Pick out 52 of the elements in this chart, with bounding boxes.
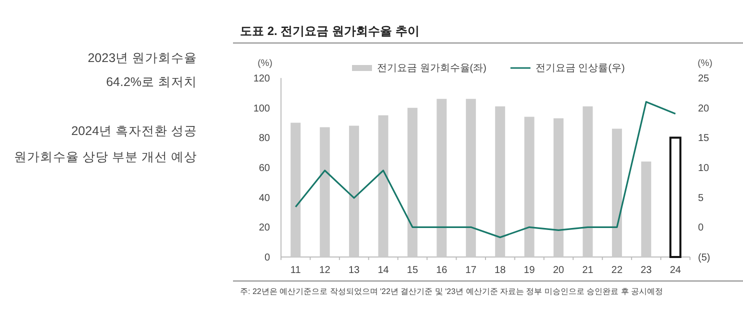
y-tick-label: 100 xyxy=(253,103,270,114)
y2-tick-label: 5 xyxy=(698,192,704,204)
bar xyxy=(641,162,652,257)
y2-tick-label: 15 xyxy=(698,133,710,144)
y-tick-label: 20 xyxy=(258,222,270,234)
text: 2024년 흑자전환 성공 xyxy=(71,124,197,138)
x-tick-label: 18 xyxy=(494,265,506,276)
x-tick-label: 22 xyxy=(611,265,623,276)
bar xyxy=(290,122,301,257)
bar xyxy=(407,108,418,257)
x-tick-label: 17 xyxy=(465,265,477,276)
bar xyxy=(466,98,476,257)
x-tick-label: 20 xyxy=(552,265,565,276)
y-tick-label: 120 xyxy=(253,74,270,84)
x-tick-label: 24 xyxy=(670,265,682,276)
x-tick-label: 23 xyxy=(640,265,652,276)
y-axis-title: (%) xyxy=(258,58,272,69)
y2-tick-label: 25 xyxy=(698,74,710,84)
x-tick-label: 13 xyxy=(348,265,360,276)
y-tick-label: 80 xyxy=(258,133,270,144)
bar xyxy=(378,115,388,257)
y2-tick-label: 10 xyxy=(698,163,710,174)
bar xyxy=(436,98,447,257)
y2-tick-label: 20 xyxy=(698,103,710,114)
line-series xyxy=(294,101,676,238)
text: 주: 22년은 예산기준으로 작성되었으며 '22년 결산기준 및 '23년 예산기준 자료는 정부 미승인으로 승인완료 후 공시예정 xyxy=(240,287,664,296)
x-tick-label: 19 xyxy=(524,265,536,276)
x-tick-label: 11 xyxy=(290,265,302,276)
x-tick-label: 21 xyxy=(582,265,594,276)
legend-label: 전기요금 원가회수율(좌) xyxy=(377,63,486,74)
text: 2023년 원가회수율 xyxy=(88,51,197,65)
x-tick-label: 12 xyxy=(319,265,331,276)
y-tick-label: 60 xyxy=(258,163,270,174)
bar xyxy=(612,128,622,257)
x-tick-label: 15 xyxy=(406,265,418,276)
x-tick-label: 14 xyxy=(378,265,390,276)
y2-axis-title: (%) xyxy=(698,58,712,69)
bar xyxy=(349,126,360,257)
y-tick-label: 40 xyxy=(258,192,270,204)
text: 64.2%로 최저치 xyxy=(106,75,197,89)
bar xyxy=(582,106,593,257)
chart-title: 도표 2. 전기요금 원가회수율 추이 xyxy=(240,24,420,38)
y2-tick-label: 0 xyxy=(698,222,704,234)
x-tick-label: 16 xyxy=(436,265,448,276)
y-tick-label: 0 xyxy=(264,252,270,264)
bar xyxy=(524,116,534,257)
bar xyxy=(320,127,330,257)
y2-tick-label: (5) xyxy=(698,252,710,264)
bar xyxy=(495,106,506,257)
text: 원가회수율 상당 부분 개선 예상 xyxy=(14,150,197,164)
legend-label: 전기요금 인상률(우) xyxy=(535,63,625,74)
bar xyxy=(554,118,564,257)
